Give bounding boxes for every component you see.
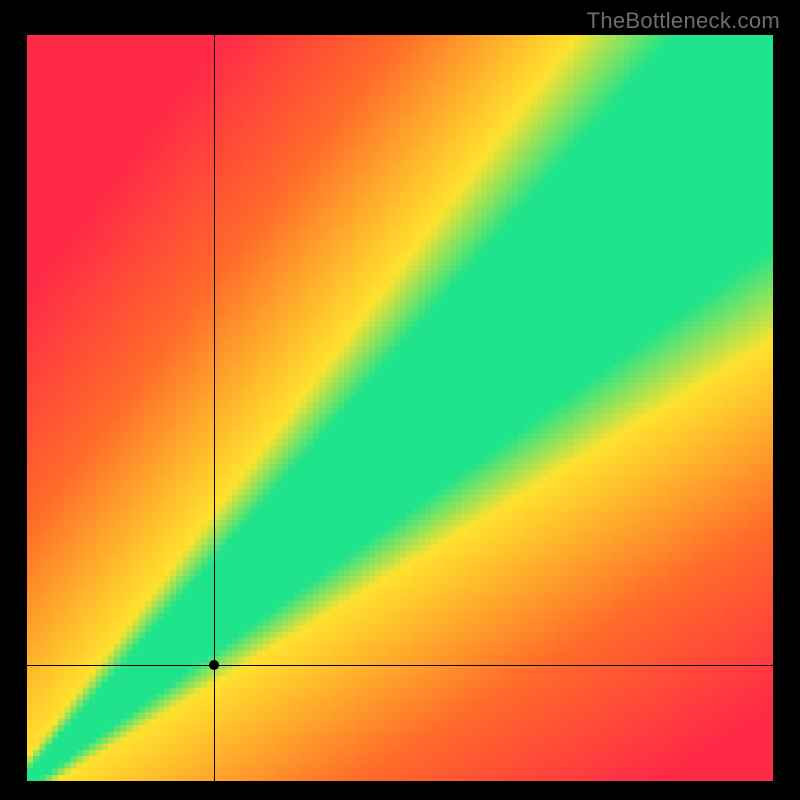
watermark-text: TheBottleneck.com (587, 8, 780, 34)
bottleneck-heatmap (27, 35, 773, 781)
crosshair-horizontal (27, 665, 773, 666)
selection-marker[interactable] (209, 660, 219, 670)
plot-area (27, 35, 773, 781)
